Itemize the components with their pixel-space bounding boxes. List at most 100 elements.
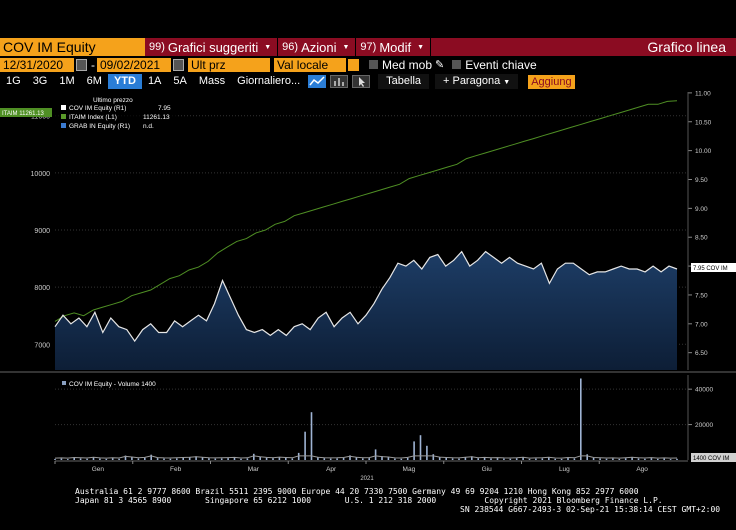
volume-bar — [567, 457, 569, 460]
period-ytd[interactable]: YTD — [107, 74, 142, 89]
volume-bar — [406, 457, 409, 460]
itaim-line — [54, 100, 678, 322]
volume-bar — [471, 456, 473, 460]
volume-bar — [291, 458, 294, 460]
right-axis: 6.507.007.508.008.509.009.5010.0010.5011… — [687, 90, 712, 370]
volume-bar — [426, 445, 428, 460]
pencil-icon[interactable]: ✎ — [435, 59, 445, 71]
volume-bar — [548, 457, 550, 460]
volume-bar — [618, 458, 621, 460]
legend-value: 11261.13 — [143, 114, 170, 121]
menu-label: Azioni — [301, 39, 337, 55]
legend-box: Ultimo prezzo COV IM Equity (R1) 7.95 IT… — [55, 93, 177, 133]
volume-bar — [515, 458, 518, 460]
paragona-button[interactable]: + Paragona ▼ — [435, 74, 519, 89]
volume-bar — [490, 458, 492, 460]
volume-bar — [605, 458, 608, 460]
chevron-down-icon: ▼ — [264, 43, 272, 51]
itaim-badge — [0, 108, 52, 117]
volume-bar — [374, 449, 377, 460]
volume-bar — [272, 458, 274, 460]
volume-bar — [253, 453, 255, 460]
bar-chart-icon[interactable] — [330, 75, 349, 88]
volume-bar — [624, 458, 627, 460]
med-mob-checkbox[interactable] — [369, 60, 378, 69]
x-tick-label: Mag — [403, 466, 416, 473]
volume-bar — [195, 456, 197, 460]
footer-contacts: Australia 61 2 9777 8600 Brazil 5511 239… — [75, 487, 639, 496]
volume-bar — [362, 458, 364, 460]
volume-bar — [477, 458, 479, 460]
volume-badge — [691, 453, 736, 462]
volume-bar — [368, 458, 370, 460]
period-1m[interactable]: 1M — [59, 75, 75, 87]
period-3g[interactable]: 3G — [32, 75, 48, 87]
volume-bar — [336, 458, 338, 460]
aggiung-button[interactable]: Aggiung — [528, 74, 575, 89]
calendar-icon[interactable] — [173, 58, 184, 71]
cov-area — [55, 251, 677, 370]
volume-bar — [394, 458, 396, 460]
volume-bar — [586, 454, 588, 460]
left-tick-label: 9000 — [34, 228, 50, 235]
menu-azioni[interactable]: 96) Azioni ▼ — [278, 38, 357, 56]
paragona-label: + Paragona — [443, 75, 501, 87]
menu-grafici-suggeriti[interactable]: 99) Grafici suggeriti ▼ — [145, 38, 279, 56]
right-tick-label: 10.00 — [695, 148, 712, 155]
footer-contacts-2: Japan 81 3 4565 8900 Singapore 65 6212 1… — [75, 496, 663, 505]
volume-bar — [86, 458, 88, 460]
volume-bar — [535, 458, 537, 460]
period-bar: 1G 3G 1M 6M YTD 1A 5A Mass Giornaliero..… — [0, 74, 736, 89]
end-date-input[interactable]: 09/02/2021 — [97, 57, 171, 72]
volume-bar — [201, 457, 204, 460]
date-separator: - — [91, 57, 95, 72]
eventi-checkbox[interactable] — [452, 60, 462, 69]
volume-bar — [458, 458, 460, 460]
period-mass[interactable]: Mass — [198, 75, 226, 87]
legend-name: GRAB IN Equity (R1) — [69, 123, 130, 130]
volume-bar — [79, 458, 82, 460]
volume-bar — [342, 457, 345, 460]
volume-bar — [496, 458, 499, 460]
calendar-icon[interactable] — [76, 58, 87, 71]
chevron-down-icon: ▼ — [342, 43, 350, 51]
pointer-icon[interactable] — [352, 75, 371, 88]
title-bar: COV IM Equity 99) Grafici suggeriti ▼ 96) A… — [0, 38, 736, 56]
volume-bar — [631, 457, 633, 460]
period-1g[interactable]: 1G — [6, 75, 21, 87]
legend-bg — [55, 93, 177, 133]
volume-bar — [329, 458, 332, 460]
currency-select[interactable]: Val locale — [274, 57, 346, 72]
chevron-down-icon[interactable] — [348, 58, 359, 71]
period-1a[interactable]: 1A — [147, 75, 162, 87]
period-5a[interactable]: 5A — [173, 75, 187, 87]
right-tick-label: 6.50 — [695, 350, 708, 357]
price-field-select[interactable]: Ult prz — [188, 57, 270, 72]
volume-bar — [573, 458, 576, 460]
ticker-field[interactable]: COV IM Equity — [0, 38, 145, 56]
period-6m[interactable]: 6M — [86, 75, 102, 87]
volume-bar — [182, 457, 184, 460]
start-date-input[interactable]: 12/31/2020 — [0, 57, 74, 72]
volume-bar — [240, 458, 242, 460]
x-tick-label: Apr — [326, 466, 337, 473]
right-tick-label: 8.50 — [695, 235, 708, 242]
menu-modif[interactable]: 97) Modif ▼ — [356, 38, 432, 56]
volume-bar — [676, 458, 678, 460]
menu-label: Grafici suggeriti — [167, 39, 259, 55]
tabella-button[interactable]: Tabella — [378, 74, 429, 89]
x-tick-label: Mar — [248, 466, 260, 473]
volume-bar — [278, 457, 281, 460]
period-giornaliero[interactable]: Giornaliero... — [237, 75, 301, 87]
volume-bar — [220, 458, 223, 460]
volume-bar — [355, 457, 358, 460]
pointer-glyph — [359, 77, 366, 87]
left-tick-label: 7000 — [34, 342, 50, 349]
legend-header: Ultimo prezzo — [93, 97, 133, 104]
menu-number: 97) — [360, 41, 377, 53]
chevron-down-icon: ▼ — [503, 79, 511, 86]
line-chart-icon[interactable] — [308, 75, 327, 88]
menu-label: Modif — [379, 39, 412, 55]
volume-bar — [176, 458, 178, 460]
